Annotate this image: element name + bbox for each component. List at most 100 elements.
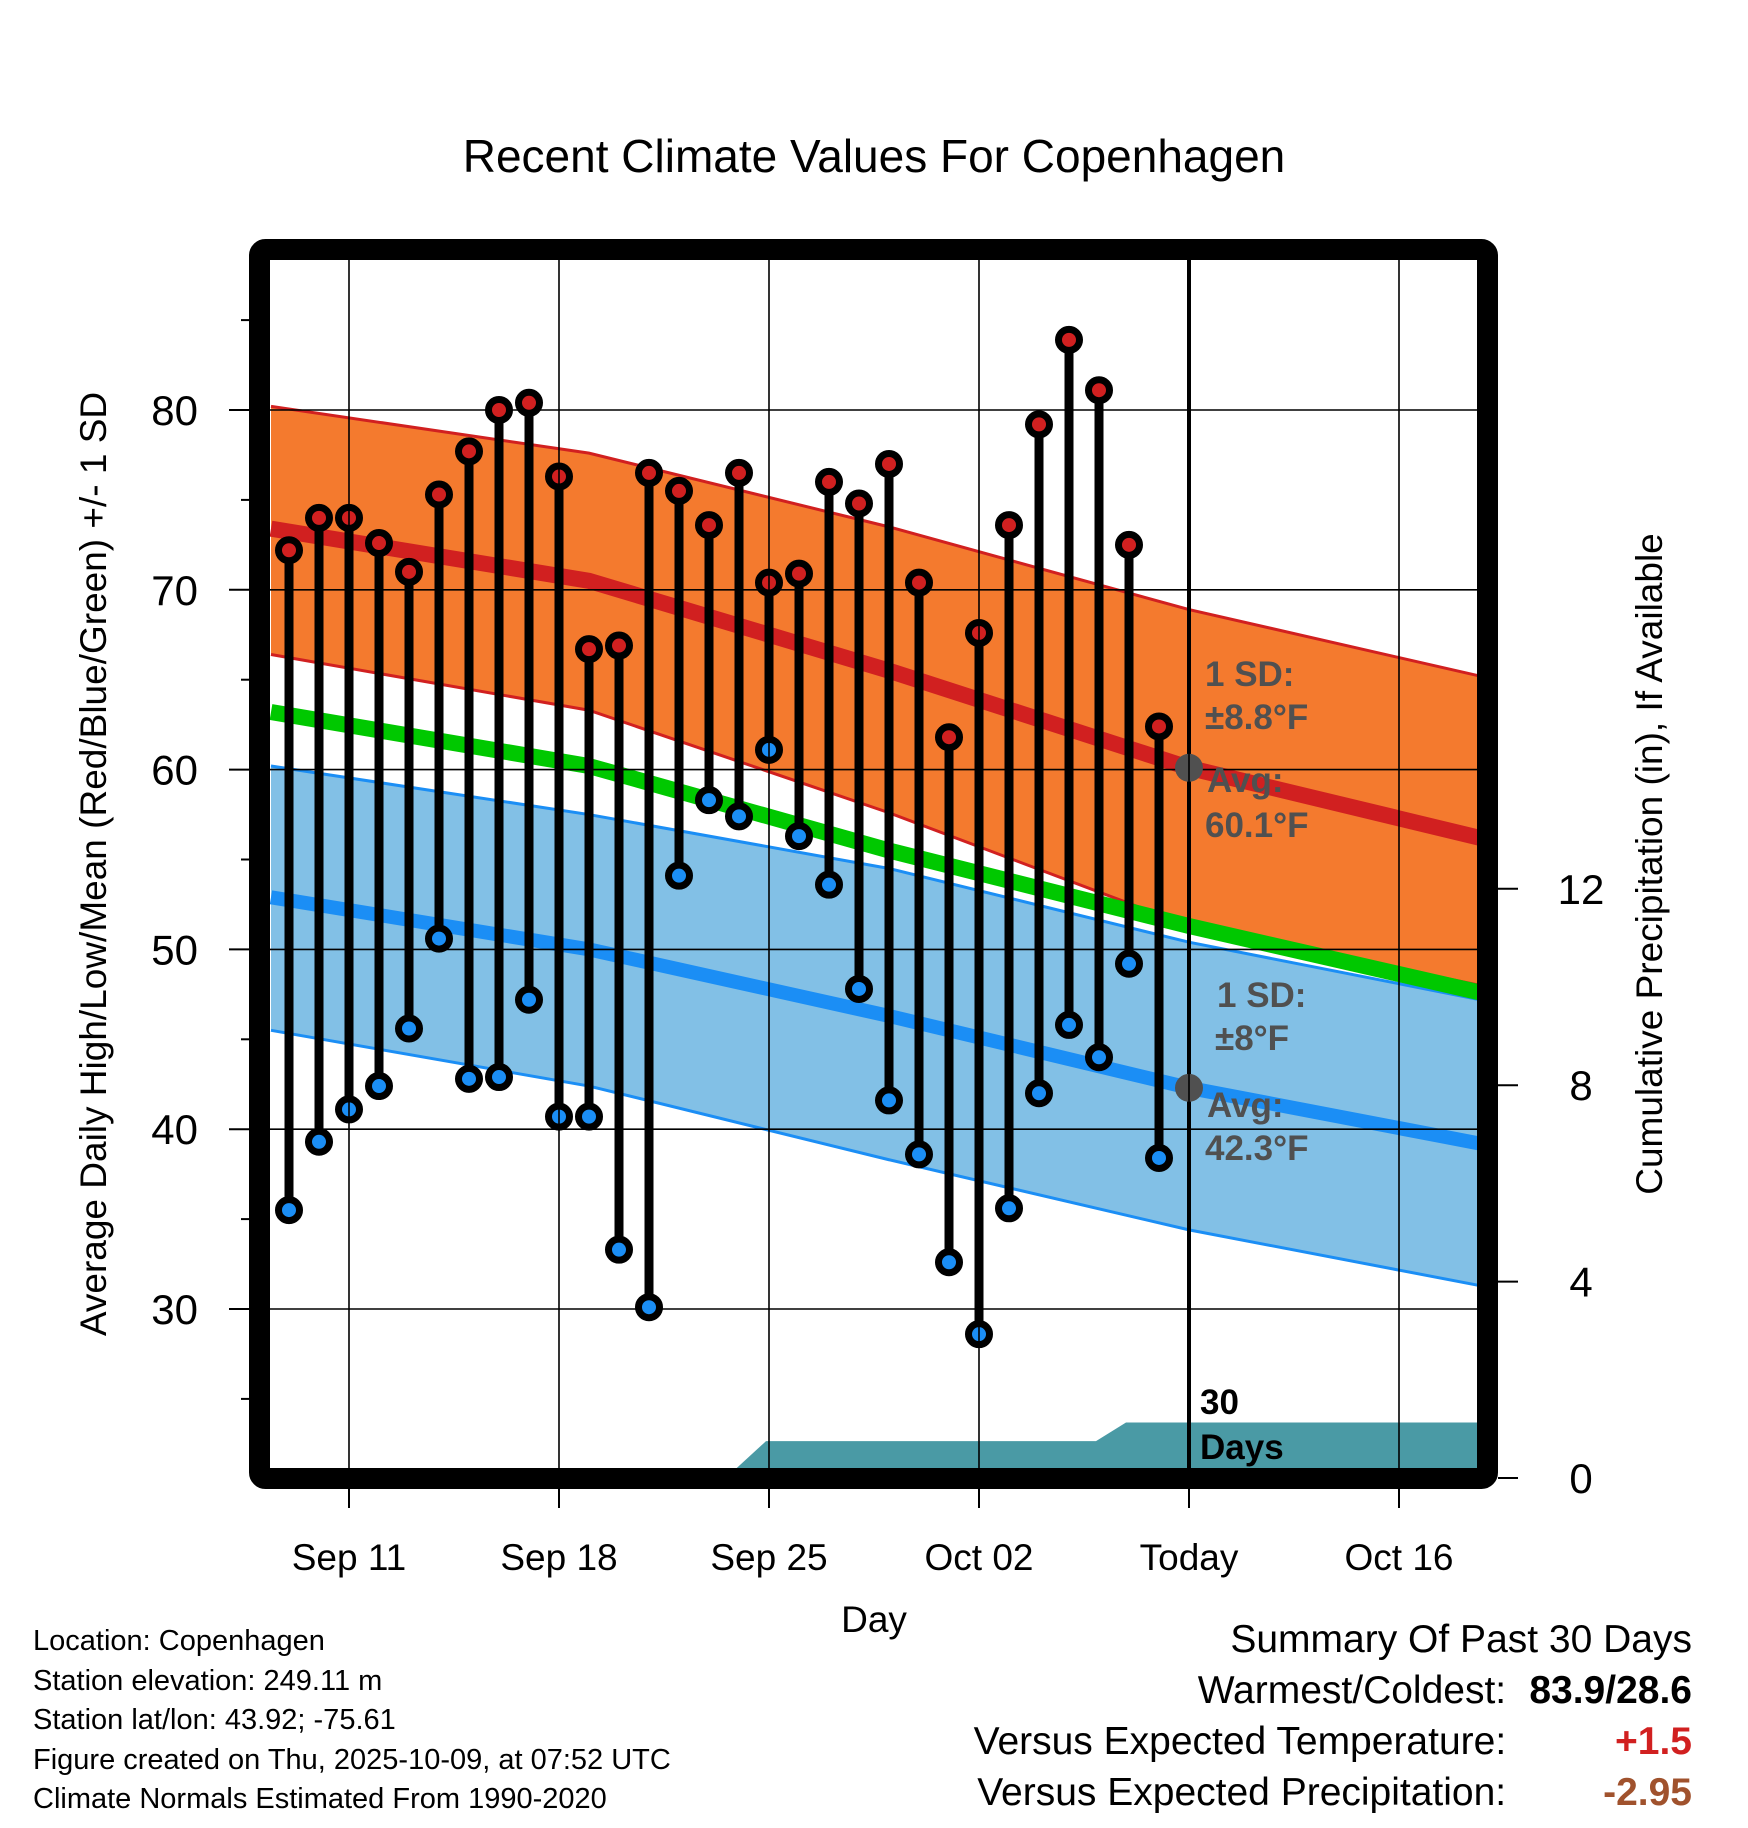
low-point — [1115, 949, 1143, 978]
plot-area — [270, 260, 1478, 1468]
high-sd-value: ±8.8°F — [1205, 698, 1308, 737]
high-point — [605, 631, 633, 660]
y2-tick-label: 4 — [1569, 1259, 1592, 1306]
y2-tick-label: 0 — [1569, 1455, 1592, 1502]
chart-title: Recent Climate Values For Copenhagen — [463, 130, 1286, 182]
low-point — [1085, 1043, 1113, 1072]
high-point — [635, 458, 663, 487]
low-point — [1055, 1010, 1083, 1039]
high-sd-label: 1 SD: — [1205, 655, 1294, 694]
high-point — [425, 480, 453, 509]
low-point — [425, 924, 453, 953]
high-point — [1145, 712, 1173, 741]
y2-tick-label: 8 — [1569, 1062, 1592, 1109]
warmest-coldest-value: 83.9/28.6 — [1529, 1669, 1692, 1712]
x-tick-label: Sep 11 — [292, 1537, 407, 1578]
low-point — [485, 1063, 513, 1092]
temp-value: +1.5 — [1615, 1720, 1692, 1763]
low-point — [935, 1248, 963, 1277]
high-point — [875, 449, 903, 478]
high-point — [485, 396, 513, 424]
temp-label: Versus Expected Temperature: — [973, 1720, 1507, 1763]
low-point — [1025, 1079, 1053, 1108]
x-tick-label: Oct 02 — [925, 1537, 1034, 1578]
high-point — [575, 635, 603, 664]
y-tick-label: 50 — [151, 926, 198, 973]
station-info: Location: Copenhagen Station elevation: … — [33, 1622, 671, 1820]
high-point — [1055, 325, 1083, 354]
low-avg-value: 42.3°F — [1205, 1129, 1309, 1168]
high-point — [905, 568, 933, 597]
precip-label: Versus Expected Precipitation: — [977, 1771, 1507, 1814]
summary-temp: Versus Expected Temperature: +1.5 — [974, 1716, 1692, 1767]
low-avg-label: Avg: — [1207, 1086, 1283, 1125]
info-created: Figure created on Thu, 2025-10-09, at 07… — [33, 1743, 671, 1776]
high-point — [515, 388, 543, 417]
precip-area — [736, 1422, 1478, 1468]
summary-panel: Summary Of Past 30 Days Warmest/Coldest:… — [974, 1614, 1692, 1818]
precip-value: -2.95 — [1603, 1771, 1692, 1814]
x-axis-label: Day — [841, 1599, 907, 1640]
high-point — [935, 723, 963, 752]
high-point — [305, 503, 333, 532]
low-point — [455, 1064, 483, 1093]
x-tick-label: Today — [1140, 1537, 1239, 1578]
low-point — [905, 1140, 933, 1169]
high-avg-label: Avg: — [1207, 761, 1283, 800]
info-latlon: Station lat/lon: 43.92; -75.61 — [33, 1704, 396, 1736]
window-days-label: Days — [1200, 1428, 1284, 1467]
low-point — [785, 822, 813, 851]
high-point — [725, 458, 753, 487]
summary-precip: Versus Expected Precipitation: -2.95 — [974, 1767, 1692, 1818]
high-point — [665, 476, 693, 505]
low-point — [605, 1235, 633, 1264]
low-point — [845, 974, 873, 1003]
high-point — [815, 467, 843, 496]
low-sd-band — [271, 766, 1478, 1286]
y-tick-label: 70 — [151, 567, 198, 614]
high-point — [695, 511, 723, 540]
y2-axis-label: Cumulative Precipitation (in), If Availa… — [1629, 533, 1670, 1195]
x-tick-label: Sep 18 — [500, 1537, 617, 1578]
low-point — [815, 870, 843, 899]
low-sd-value: ±8°F — [1215, 1019, 1289, 1058]
low-point — [365, 1072, 393, 1101]
low-point — [1145, 1143, 1173, 1172]
high-point — [845, 489, 873, 518]
x-tick-label: Oct 16 — [1345, 1537, 1454, 1578]
summary-title: Summary Of Past 30 Days — [1230, 1618, 1692, 1661]
low-point — [635, 1293, 663, 1322]
y-tick-label: 40 — [151, 1106, 198, 1153]
high-point — [395, 557, 423, 586]
high-point — [1115, 530, 1143, 559]
low-point — [875, 1086, 903, 1115]
high-point — [1085, 376, 1113, 405]
warmest-coldest-label: Warmest/Coldest: — [1197, 1669, 1507, 1712]
info-location: Location: Copenhagen — [33, 1625, 325, 1657]
low-point — [305, 1127, 333, 1156]
high-point — [365, 529, 393, 558]
low-sd-lower-line — [270, 1028, 1478, 1287]
high-point — [275, 536, 303, 565]
y-tick-label: 80 — [151, 387, 198, 434]
info-normals: Climate Normals Estimated From 1990-2020 — [33, 1783, 607, 1815]
high-point — [455, 437, 483, 466]
high-point — [995, 511, 1023, 540]
y2-tick-label: 12 — [1558, 866, 1605, 913]
high-point — [1025, 410, 1053, 439]
low-point — [575, 1102, 603, 1131]
low-sd-label: 1 SD: — [1217, 976, 1306, 1015]
window-days-number: 30 — [1200, 1383, 1239, 1422]
low-point — [665, 861, 693, 890]
x-tick-label: Sep 25 — [710, 1537, 827, 1578]
low-point — [395, 1014, 423, 1043]
low-point — [515, 985, 543, 1014]
low-point — [725, 802, 753, 831]
low-point — [695, 786, 723, 815]
low-point — [275, 1196, 303, 1225]
y-tick-label: 30 — [151, 1286, 198, 1333]
high-sd-band — [271, 406, 1478, 985]
y-axis-label: Average Daily High/Low/Mean (Red/Blue/Gr… — [73, 392, 114, 1336]
info-elevation: Station elevation: 249.11 m — [33, 1664, 383, 1697]
